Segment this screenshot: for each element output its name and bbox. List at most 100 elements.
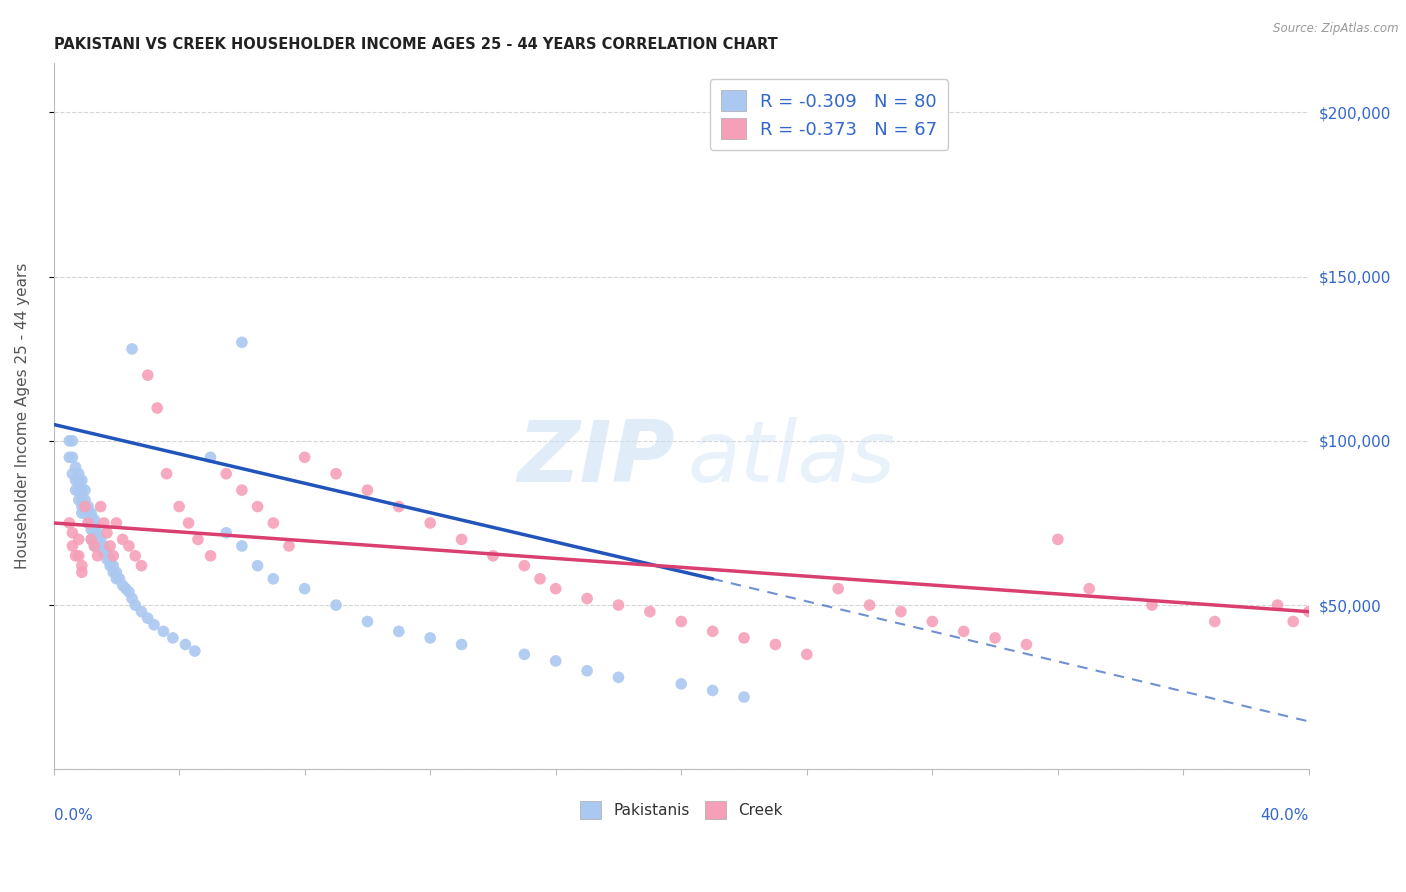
- Point: [83, 513, 105, 527]
- Text: 0.0%: 0.0%: [53, 808, 93, 823]
- Point: [1078, 582, 1101, 596]
- Point: [70, 483, 93, 497]
- Point: [733, 631, 755, 645]
- Point: [103, 558, 125, 573]
- Point: [952, 624, 974, 639]
- Point: [65, 473, 87, 487]
- Point: [67, 483, 90, 497]
- Point: [1015, 638, 1038, 652]
- Point: [513, 558, 536, 573]
- Point: [419, 516, 441, 530]
- Point: [1267, 598, 1289, 612]
- Point: [177, 516, 200, 530]
- Point: [155, 467, 177, 481]
- Point: [70, 493, 93, 508]
- Point: [80, 533, 103, 547]
- Point: [200, 450, 222, 465]
- Point: [356, 615, 378, 629]
- Point: [215, 525, 238, 540]
- Point: [77, 516, 100, 530]
- Point: [98, 539, 121, 553]
- Point: [1204, 615, 1226, 629]
- Point: [62, 450, 84, 465]
- Point: [890, 605, 912, 619]
- Point: [67, 493, 90, 508]
- Point: [1298, 605, 1320, 619]
- Point: [90, 533, 112, 547]
- Point: [111, 578, 134, 592]
- Point: [356, 483, 378, 497]
- Point: [83, 539, 105, 553]
- Point: [131, 558, 153, 573]
- Point: [294, 450, 316, 465]
- Point: [607, 598, 630, 612]
- Point: [67, 473, 90, 487]
- Text: 40.0%: 40.0%: [1261, 808, 1309, 823]
- Point: [77, 506, 100, 520]
- Y-axis label: Householder Income Ages 25 - 44 years: Householder Income Ages 25 - 44 years: [15, 263, 30, 569]
- Point: [262, 516, 284, 530]
- Point: [215, 467, 238, 481]
- Point: [93, 545, 115, 559]
- Point: [103, 566, 125, 580]
- Point: [70, 500, 93, 514]
- Point: [124, 549, 146, 563]
- Point: [111, 533, 134, 547]
- Point: [858, 598, 880, 612]
- Point: [671, 677, 693, 691]
- Point: [450, 533, 472, 547]
- Point: [246, 558, 269, 573]
- Point: [294, 582, 316, 596]
- Point: [124, 598, 146, 612]
- Point: [146, 401, 169, 415]
- Point: [262, 572, 284, 586]
- Point: [80, 513, 103, 527]
- Point: [73, 506, 96, 520]
- Point: [162, 631, 184, 645]
- Point: [67, 467, 90, 481]
- Point: [90, 500, 112, 514]
- Point: [58, 450, 80, 465]
- Point: [136, 368, 159, 383]
- Point: [86, 533, 108, 547]
- Point: [62, 434, 84, 448]
- Point: [83, 519, 105, 533]
- Point: [86, 525, 108, 540]
- Point: [1046, 533, 1069, 547]
- Point: [118, 539, 141, 553]
- Point: [638, 605, 661, 619]
- Point: [450, 638, 472, 652]
- Point: [576, 664, 599, 678]
- Point: [58, 516, 80, 530]
- Point: [73, 483, 96, 497]
- Point: [482, 549, 505, 563]
- Legend: Pakistanis, Creek: Pakistanis, Creek: [574, 796, 789, 825]
- Point: [152, 624, 174, 639]
- Point: [325, 467, 347, 481]
- Point: [763, 638, 786, 652]
- Text: Source: ZipAtlas.com: Source: ZipAtlas.com: [1274, 22, 1399, 36]
- Text: PAKISTANI VS CREEK HOUSEHOLDER INCOME AGES 25 - 44 YEARS CORRELATION CHART: PAKISTANI VS CREEK HOUSEHOLDER INCOME AG…: [53, 37, 778, 53]
- Point: [121, 342, 143, 356]
- Point: [529, 572, 551, 586]
- Point: [80, 533, 103, 547]
- Point: [73, 493, 96, 508]
- Point: [62, 525, 84, 540]
- Point: [96, 552, 118, 566]
- Point: [70, 473, 93, 487]
- Point: [231, 539, 253, 553]
- Point: [187, 533, 209, 547]
- Point: [70, 558, 93, 573]
- Point: [174, 638, 197, 652]
- Point: [388, 624, 411, 639]
- Text: ZIP: ZIP: [517, 417, 675, 500]
- Point: [184, 644, 207, 658]
- Point: [702, 683, 724, 698]
- Point: [143, 617, 166, 632]
- Point: [114, 582, 136, 596]
- Point: [67, 533, 90, 547]
- Point: [827, 582, 849, 596]
- Point: [388, 500, 411, 514]
- Point: [73, 500, 96, 514]
- Point: [73, 500, 96, 514]
